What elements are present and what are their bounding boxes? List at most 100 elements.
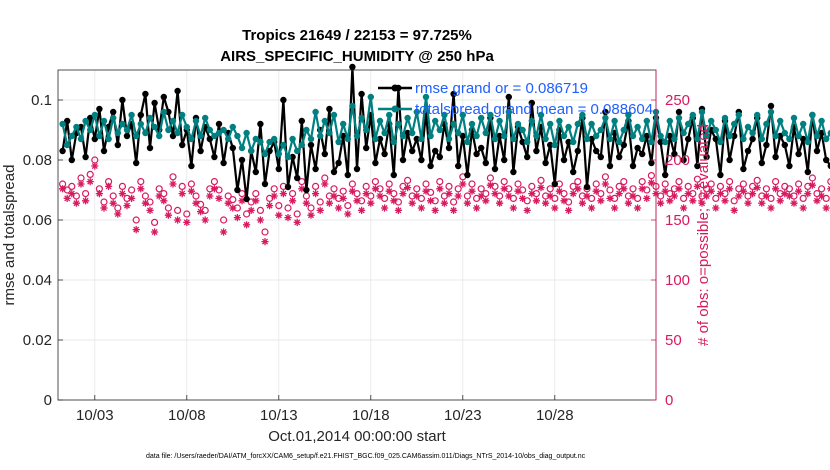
obs-evaluated-point bbox=[95, 190, 103, 198]
obs-evaluated-point bbox=[542, 199, 550, 207]
x-axis-label: Oct.01,2014 00:00:00 start bbox=[268, 428, 446, 445]
obs-possible-point bbox=[261, 228, 269, 236]
obs-possible-point bbox=[739, 180, 748, 188]
totalspread-point bbox=[445, 135, 453, 143]
rmse-point bbox=[234, 186, 241, 194]
obs-evaluated-point bbox=[436, 185, 444, 193]
obs-possible-point bbox=[528, 182, 536, 190]
rmse-point bbox=[648, 159, 655, 167]
obs-possible-point bbox=[679, 194, 688, 202]
rmse-point bbox=[671, 150, 678, 158]
totalspread-point bbox=[427, 132, 434, 140]
rmse-point bbox=[597, 153, 604, 161]
rmse-point bbox=[91, 135, 99, 143]
totalspread-point bbox=[772, 132, 779, 140]
obs-evaluated-point bbox=[473, 204, 481, 212]
totalspread-point bbox=[767, 108, 775, 116]
totalspread-point bbox=[620, 126, 627, 134]
rmse-point bbox=[363, 144, 370, 152]
rmse-point bbox=[519, 138, 526, 146]
rmse-point bbox=[376, 135, 384, 143]
obs-evaluated-point bbox=[680, 204, 688, 212]
obs-possible-point bbox=[762, 185, 771, 193]
totalspread-point bbox=[137, 120, 144, 128]
totalspread-point bbox=[381, 129, 388, 137]
rmse-point bbox=[68, 156, 76, 164]
obs-possible-point bbox=[86, 170, 94, 178]
obs-evaluated-point bbox=[808, 181, 816, 189]
rmse-point bbox=[372, 159, 379, 167]
obs-evaluated-point bbox=[422, 187, 430, 195]
totalspread-point bbox=[593, 132, 600, 140]
obs-possible-point bbox=[592, 180, 600, 188]
totalspread-point bbox=[533, 132, 540, 140]
obs-evaluated-point bbox=[500, 185, 508, 193]
rmse-point bbox=[303, 186, 310, 194]
rmse-point bbox=[381, 150, 388, 158]
obs-evaluated-point bbox=[624, 199, 632, 207]
rmse-point bbox=[501, 156, 508, 164]
obs-evaluated-point bbox=[762, 192, 770, 200]
y-axis-label: rmse and totalspread bbox=[1, 165, 18, 306]
obs-evaluated-point bbox=[183, 218, 191, 226]
obs-possible-point bbox=[174, 206, 182, 214]
totalspread-point bbox=[763, 120, 770, 128]
y-tick-label: 0.06 bbox=[23, 212, 52, 229]
y2-tick-label: 50 bbox=[665, 332, 682, 349]
obs-possible-point bbox=[371, 178, 379, 186]
rmse-point bbox=[777, 132, 784, 140]
totalspread-point bbox=[96, 132, 103, 140]
obs-possible-point bbox=[385, 180, 393, 188]
totalspread-point bbox=[675, 114, 683, 122]
obs-possible-point bbox=[445, 182, 453, 190]
obs-evaluated-point bbox=[445, 190, 453, 198]
totalspread-point bbox=[376, 117, 384, 125]
obs-possible-point bbox=[684, 182, 692, 190]
obs-evaluated-point bbox=[703, 192, 711, 200]
obs-possible-point bbox=[817, 185, 826, 193]
rmse-point bbox=[82, 153, 89, 161]
rmse-point bbox=[583, 183, 591, 191]
totalspread-point bbox=[510, 135, 517, 143]
x-tick-label: 10/13 bbox=[260, 407, 298, 424]
obs-evaluated-point bbox=[638, 185, 646, 193]
totalspread-point bbox=[432, 117, 439, 125]
obs-evaluated-point bbox=[371, 185, 379, 193]
obs-evaluated-point bbox=[477, 192, 485, 200]
totalspread-point bbox=[188, 135, 195, 143]
rmse-point bbox=[413, 135, 420, 143]
totalspread-point bbox=[211, 132, 218, 140]
obs-possible-point bbox=[422, 180, 430, 188]
x-tick-label: 10/03 bbox=[76, 407, 114, 424]
rmse-point bbox=[827, 162, 830, 170]
obs-evaluated-point bbox=[721, 197, 729, 205]
obs-evaluated-point bbox=[767, 204, 775, 212]
y2-tick-label: 0 bbox=[665, 392, 673, 409]
rmse-point bbox=[496, 132, 503, 140]
rmse-point bbox=[524, 153, 531, 161]
obs-evaluated-point bbox=[555, 187, 563, 195]
totalspread-point bbox=[197, 132, 204, 140]
obs-evaluated-point bbox=[615, 190, 623, 198]
obs-evaluated-point bbox=[394, 206, 402, 214]
obs-possible-point bbox=[132, 216, 140, 224]
totalspread-point bbox=[409, 129, 416, 137]
obs-possible-point bbox=[427, 188, 435, 196]
obs-evaluated-point bbox=[279, 190, 287, 198]
obs-evaluated-point bbox=[178, 190, 186, 198]
obs-possible-point bbox=[785, 185, 794, 193]
obs-possible-point bbox=[574, 178, 582, 186]
obs-evaluated-point bbox=[160, 197, 168, 205]
rmse-point bbox=[215, 120, 223, 128]
obs-evaluated-point bbox=[206, 192, 214, 200]
rmse-point bbox=[482, 159, 489, 167]
rmse-point bbox=[616, 153, 623, 161]
obs-evaluated-point bbox=[712, 204, 720, 212]
totalspread-point bbox=[597, 126, 604, 134]
obs-evaluated-point bbox=[537, 184, 545, 192]
rmse-point bbox=[643, 132, 650, 140]
obs-possible-point bbox=[312, 182, 320, 190]
rmse-point bbox=[445, 144, 453, 152]
obs-possible-point bbox=[339, 187, 347, 195]
